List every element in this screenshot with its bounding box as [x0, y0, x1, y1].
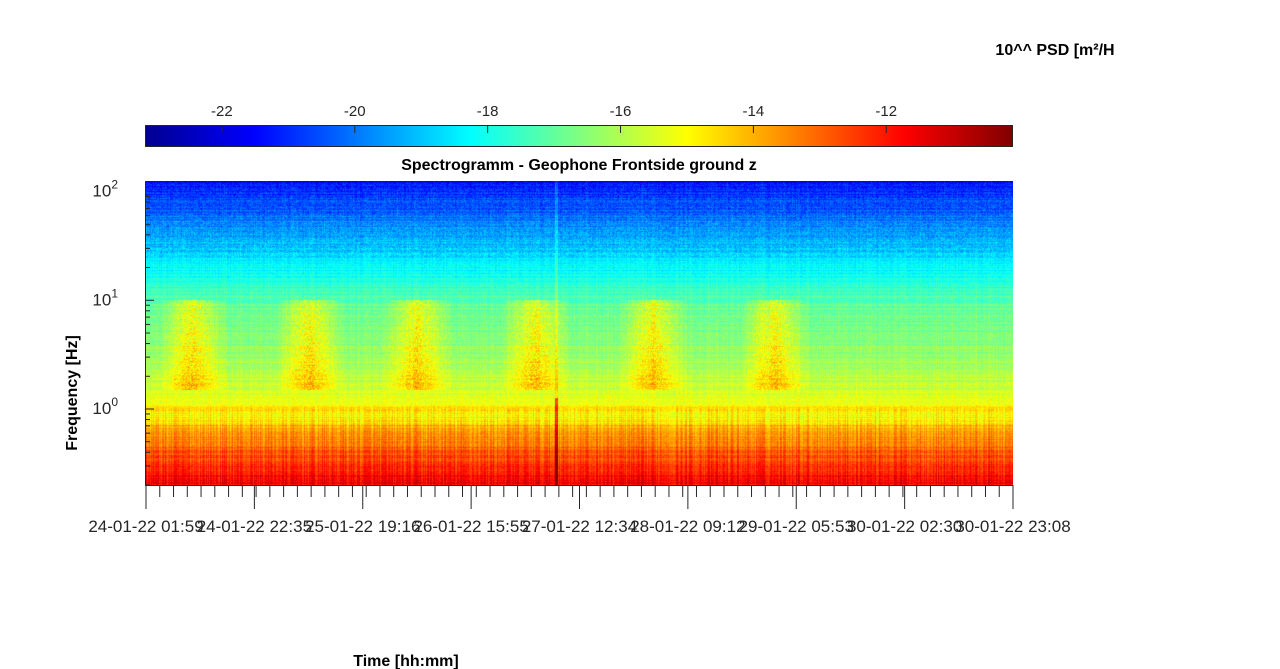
colorbar-tick-label: -18 — [477, 103, 499, 120]
x-tick-label: 25-01-22 19:16 — [305, 517, 420, 536]
x-tick-label: 30-01-22 02:30 — [847, 517, 962, 536]
x-tick-label: 27-01-22 12:34 — [522, 517, 637, 536]
colorbar-tick-label: -20 — [344, 103, 366, 120]
y-tick-label: 102 — [92, 178, 118, 201]
x-tick-label: 28-01-22 09:12 — [630, 517, 745, 536]
colorbar-tick-label: -22 — [211, 103, 233, 120]
chart-title: Spectrogramm - Geophone Frontside ground… — [401, 157, 757, 174]
colorbar-tick-label: -12 — [875, 103, 897, 120]
colorbar-tick-label: -14 — [743, 103, 765, 120]
y-tick-label: 100 — [92, 395, 118, 418]
x-tick-label: 29-01-22 05:53 — [739, 517, 854, 536]
colorbar-tick-label: -16 — [610, 103, 632, 120]
y-tick-label: 101 — [92, 286, 118, 309]
colorbar-label: 10^^ PSD [m²/H — [995, 42, 1114, 59]
colorbar-ticks: -22 -20 -18 -16 -14 -12 — [211, 103, 897, 133]
x-tick-label: 24-01-22 22:35 — [197, 517, 312, 536]
x-axis-label: Time [hh:mm] — [353, 653, 458, 669]
y-axis-label: Frequency [Hz] — [64, 335, 81, 451]
x-tick-label: 26-01-22 15:55 — [413, 517, 528, 536]
y-axis: 102 101 100 — [92, 178, 154, 486]
x-tick-label: 24-01-22 01:59 — [88, 517, 203, 536]
colorbar: -22 -20 -18 -16 -14 -12 — [145, 103, 1013, 147]
x-tick-label: 30-01-22 23:08 — [955, 517, 1070, 536]
colorbar-gradient — [145, 125, 1013, 147]
spectrogram-image — [146, 181, 1013, 485]
